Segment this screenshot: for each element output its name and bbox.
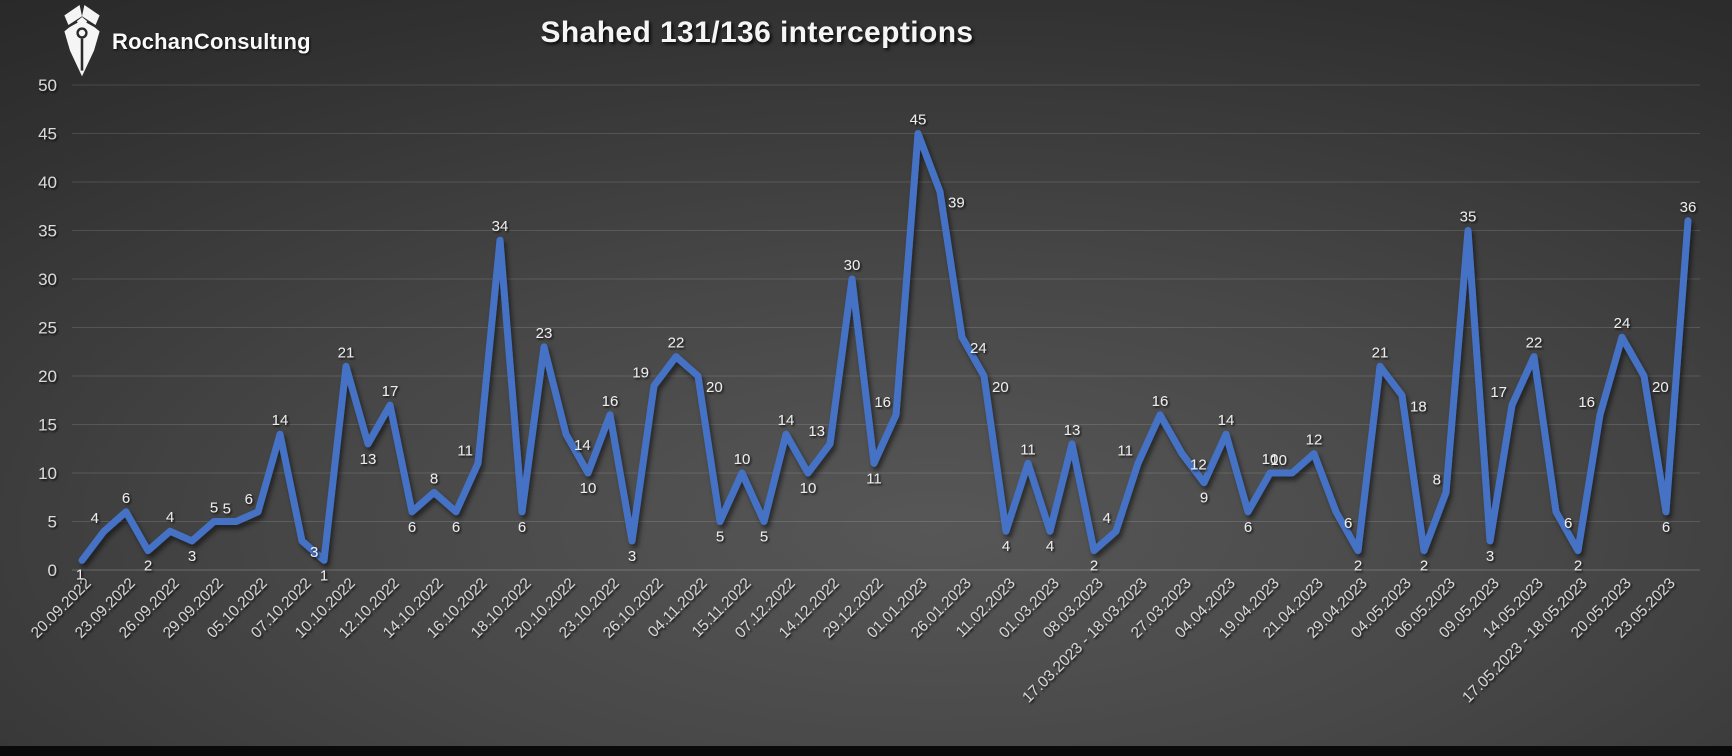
x-axis-labels: 20.09.202223.09.202226.09.202229.09.2022…: [28, 575, 1679, 706]
data-point-label: 6: [245, 491, 253, 508]
data-point-label: 8: [1433, 471, 1441, 488]
data-point-label: 21: [1372, 344, 1389, 361]
data-point-label: 20: [706, 379, 723, 396]
data-point-label: 10: [734, 451, 751, 468]
data-point-label: 45: [910, 112, 927, 129]
y-tick-label: 20: [38, 367, 57, 386]
data-point-label: 10: [1270, 452, 1287, 469]
data-point-label: 4: [1103, 510, 1111, 527]
data-point-label: 1: [320, 567, 328, 584]
data-point-label: 5: [760, 529, 768, 546]
data-point-label: 3: [188, 548, 196, 565]
data-point-label: 6: [1244, 519, 1252, 536]
data-point-label: 6: [452, 519, 460, 536]
data-point-label: 16: [874, 394, 891, 411]
gridlines: [72, 84, 1700, 571]
data-point-label: 2: [144, 558, 152, 575]
data-point-label: 24: [970, 340, 987, 357]
data-point-label: 4: [166, 509, 174, 526]
chart-title: Shahed 131/136 interceptions: [540, 16, 974, 49]
data-point-label: 16: [1578, 394, 1595, 411]
data-point-label: 6: [1564, 515, 1572, 532]
bottom-bar: [0, 746, 1732, 756]
y-tick-label: 35: [38, 222, 57, 241]
y-tick-label: 15: [38, 416, 57, 435]
data-point-label: 6: [1662, 519, 1670, 536]
data-point-label: 9: [1200, 490, 1208, 507]
y-tick-label: 45: [38, 125, 57, 144]
data-point-label: 2: [1354, 558, 1362, 575]
data-point-label: 1: [76, 566, 84, 583]
data-point-label: 4: [91, 510, 99, 527]
series-line: [78, 130, 1692, 564]
data-point-label: 5: [223, 501, 231, 518]
data-point-label: 11: [457, 442, 473, 459]
data-point-label: 6: [408, 519, 416, 536]
data-point-label: 24: [1614, 315, 1631, 332]
data-point-label: 10: [800, 480, 817, 497]
data-point-label: 35: [1460, 209, 1477, 226]
data-point-label: 23: [536, 325, 553, 342]
data-point-label: 4: [1002, 538, 1010, 555]
data-point-label: 11: [1020, 441, 1036, 458]
data-point-label: 3: [310, 544, 318, 561]
data-point-label: 8: [430, 470, 438, 487]
data-point-label: 14: [272, 412, 289, 429]
data-point-label: 2: [1574, 558, 1582, 575]
data-point-label: 11: [1117, 442, 1133, 459]
logo-text: RochanConsultıng: [112, 29, 311, 54]
y-tick-label: 40: [38, 173, 57, 192]
y-axis-labels: 0 5 10 15 20 25 30 35 40 45 50: [38, 76, 57, 580]
data-point-label: 39: [948, 195, 965, 212]
data-point-label: 34: [492, 218, 509, 235]
data-point-label: 14: [1218, 412, 1235, 429]
data-point-label: 3: [1486, 548, 1494, 565]
data-point-label: 14: [574, 437, 591, 454]
data-point-label: 20: [992, 379, 1009, 396]
data-point-label: 6: [518, 519, 526, 536]
data-point-label: 6: [122, 490, 130, 507]
data-point-label: 3: [628, 548, 636, 565]
data-point-label: 4: [1046, 538, 1054, 555]
data-point-label: 19: [632, 365, 649, 382]
y-tick-label: 25: [38, 319, 57, 338]
data-point-label: 13: [1064, 422, 1081, 439]
data-point-label: 22: [668, 335, 685, 352]
data-point-label: 36: [1680, 199, 1697, 216]
data-point-label: 16: [1152, 393, 1169, 410]
y-tick-label: 0: [48, 561, 57, 580]
data-point-label: 10: [1262, 451, 1279, 468]
data-point-label: 5: [210, 500, 218, 517]
data-point-label: 16: [602, 393, 619, 410]
series-polyline: [78, 130, 1692, 564]
data-point-label: 21: [338, 344, 355, 361]
y-tick-label: 10: [38, 464, 57, 483]
data-point-label: 10: [580, 480, 597, 497]
data-point-label: 13: [808, 423, 825, 440]
data-point-label: 17: [382, 383, 399, 400]
data-point-label: 6: [1344, 515, 1352, 532]
data-point-label: 12: [1190, 457, 1207, 474]
data-point-label: 12: [1306, 432, 1323, 449]
data-point-label: 30: [844, 257, 861, 274]
data-point-label: 17: [1490, 384, 1507, 401]
logo: RochanConsultıng: [58, 2, 311, 80]
data-point-label: 18: [1410, 398, 1427, 415]
data-point-label: 13: [360, 451, 377, 468]
data-point-label: 11: [866, 470, 882, 487]
data-point-label: 20: [1652, 379, 1669, 396]
y-tick-label: 5: [48, 513, 57, 532]
y-tick-label: 50: [38, 76, 57, 95]
data-point-label: 2: [1090, 558, 1098, 575]
pen-nib-icon: [64, 5, 100, 77]
data-point-label: 2: [1420, 558, 1428, 575]
data-point-label: 22: [1526, 335, 1543, 352]
data-point-label: 5: [716, 529, 724, 546]
y-tick-label: 30: [38, 270, 57, 289]
data-point-label: 14: [778, 412, 795, 429]
